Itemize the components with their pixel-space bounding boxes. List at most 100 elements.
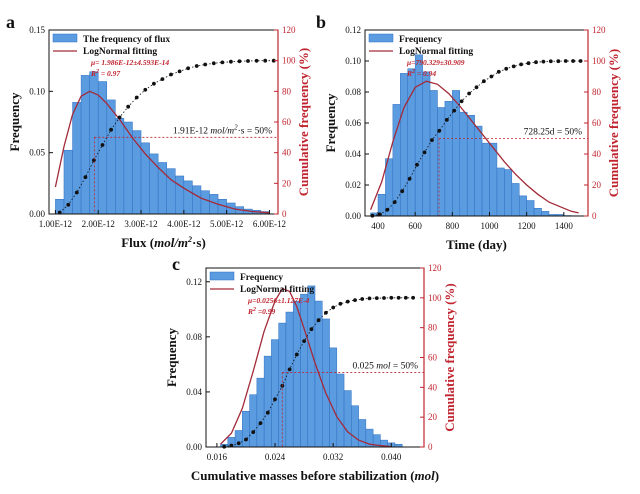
fit-statistics: μ=0.0256±1.127E-4 R2 =0.99 [247,296,310,316]
y-tick-label: 0.04 [186,387,202,397]
cumulative-point [430,138,434,143]
cumulative-point [244,437,248,442]
cumulative-point [83,175,88,180]
median-annotation: 1.91E-12 mol/m2·s = 50% [173,123,272,136]
x-axis-title-unit: mol [415,468,436,483]
histogram-bar [429,90,438,217]
y-tick-label: 0.00 [29,209,45,219]
cumulative-point [109,127,113,132]
cumulative-point [92,158,96,163]
cumulative-point [273,397,277,402]
cumulative-point [57,210,62,215]
right-y-tick-label: 40 [428,382,438,392]
fit-mu: μ=0.0256±1.127E-4 [247,296,310,305]
cumulative-points [222,295,415,449]
histogram-bar [329,347,338,448]
right-y-tick-label: 80 [592,87,602,97]
legend-bar-label: Frequency [240,273,283,283]
x-tick-label: 0.032 [323,452,343,462]
x-axis-title: Flux (mol/m2·s) [121,235,206,250]
cumulative-point [152,81,156,86]
cumulative-point [169,72,173,77]
x-axis-title-unit: mol/m [154,235,188,250]
y-tick-label: 0.04 [345,149,361,159]
x-tick-label: 0.016 [207,452,228,462]
histogram-bar [175,175,185,215]
cumulative-point [415,162,419,167]
median-annotation-sup: 2 [234,123,238,131]
histogram-bar [256,377,265,448]
x-tick-label: 1200 [518,221,537,231]
cumulative-point [452,108,457,113]
legend-bar-label: The frequency of flux [83,35,170,45]
x-tick-label: 0.024 [265,452,286,462]
median-annotation-tail: = 50% [390,361,418,371]
fit-r-squared-sup: 2 [252,307,256,313]
median-annotation: 0.025 mol = 50% [352,361,418,371]
right-y-tick-label: 60 [428,353,438,363]
cumulative-point [271,58,276,63]
x-tick-label: 4.00E-12 [167,219,200,229]
histogram-bar [292,300,301,448]
histogram-bar [157,162,167,215]
fit-r-squared: R2 =0.99 [247,307,276,316]
cumulative-point [353,298,357,302]
fit-mu: μ=790.329±30.909 [406,58,465,67]
x-axis-title-text: Flux ( [121,235,154,250]
fit-r-squared-value: =0.99 [256,307,276,316]
legend-fit-label: LogNormal fitting [83,47,157,57]
cumulative-point [422,150,427,155]
right-y-axis-title: Cumulative frequency (%) [606,49,621,198]
histogram-bar [518,195,527,217]
cumulative-point [474,85,479,90]
x-axis: 1.00E-12 2.00E-12 3.00E-12 4.00E-12 5.00E-12… [39,210,286,229]
histogram-bar [541,211,550,217]
cumulative-point [338,301,343,306]
cumulative-point [177,69,182,74]
cumulative-point [578,59,583,63]
fit-r-squared-sup: 2 [95,69,99,75]
x-axis-title-text: Time (day) [446,237,507,252]
panel-label: c [172,254,180,274]
x-tick-label: 3.00E-12 [124,219,157,229]
histogram-bar [307,285,316,448]
median-annotation-text: 0.025 [352,361,376,371]
cumulative-point [251,430,256,434]
panel-label: a [6,12,15,32]
cumulative-point [100,143,105,147]
cumulative-point [220,60,225,65]
x-axis-title-tail: ) [435,468,439,483]
histogram-bar [489,142,498,217]
cumulative-point [331,305,336,310]
cumulative-point [287,367,292,372]
y-tick-label: 0.02 [345,180,361,190]
cumulative-points [57,58,276,215]
cumulative-point [246,59,250,63]
histogram-bar [422,71,431,217]
histogram-bar [200,190,210,215]
lognormal-fit-line [369,80,579,214]
y-tick-label: 0.15 [29,25,45,35]
cumulative-point [236,441,241,446]
cumulative-points [370,59,583,218]
cumulative-point [389,295,394,300]
histogram-bar [343,390,352,448]
x-axis: 0.016 0.024 0.032 0.040 [207,443,402,462]
right-y-axis: 0 20 40 60 80 100 120 [420,263,442,452]
median-annotation-tail: ·s = 50% [238,126,272,136]
histogram-bar [400,73,408,217]
legend-fit-label: LogNormal fitting [399,47,473,57]
cumulative-point [134,95,139,100]
cumulative-point [556,59,561,64]
y-tick-label: 0.08 [186,332,202,342]
cumulative-point [229,59,233,64]
fit-r-squared-sup: 2 [411,69,415,75]
cumulative-point [459,99,464,104]
y-axis-title: Frequency [323,93,338,152]
histogram-bar [166,168,176,215]
x-tick-label: 1.00E-12 [39,219,72,229]
histogram-bar [481,142,490,217]
histogram-bar [504,169,513,217]
